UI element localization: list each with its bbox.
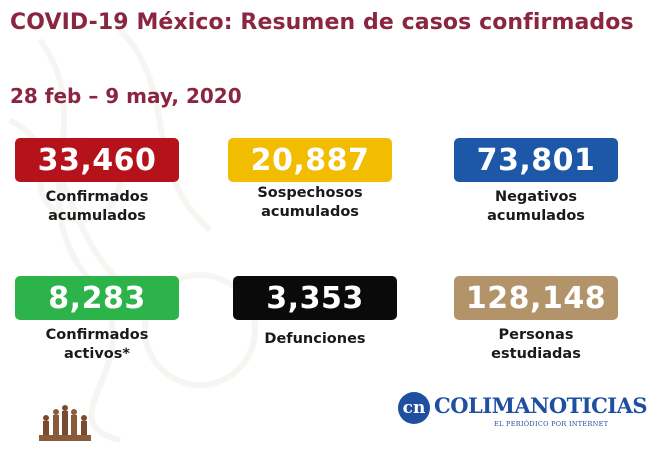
stat-label: Confirmados acumulados — [45, 189, 149, 224]
stat-label: Sospechosos acumulados — [257, 185, 363, 220]
stat-value: 20,887 — [250, 142, 370, 178]
colimanoticias-logo-icon: cn COLIMANOTICIAS EL PERIÓDICO POR INTER… — [398, 390, 648, 436]
stat-value-box: 8,283 — [15, 276, 179, 320]
stat-label: Personas estudiadas — [491, 327, 581, 362]
colimanoticias-tagline: EL PERIÓDICO POR INTERNET — [494, 420, 609, 428]
stat-value-box: 128,148 — [454, 276, 618, 320]
stat-card-confirmados-acumulados: 33,460 Confirmados acumulados — [15, 138, 179, 230]
date-range: 28 feb – 9 may, 2020 — [10, 84, 242, 108]
stat-value: 8,283 — [48, 280, 146, 316]
colimanoticias-monogram: cn — [398, 392, 430, 424]
stat-card-defunciones: 3,353 Defunciones — [233, 276, 397, 368]
stat-value: 3,353 — [266, 280, 364, 316]
colimanoticias-name: COLIMANOTICIAS — [434, 393, 648, 418]
stat-card-negativos-acumulados: 73,801 Negativos acumulados — [454, 138, 618, 230]
stat-value: 33,460 — [37, 142, 157, 178]
stat-card-sospechosos-acumulados: 20,887 Sospechosos acumulados — [228, 138, 392, 230]
stat-label: Defunciones — [264, 331, 366, 347]
stat-value-box: 3,353 — [233, 276, 397, 320]
stat-value-box: 73,801 — [454, 138, 618, 182]
stat-label: Confirmados activos* — [45, 327, 149, 362]
stat-value: 73,801 — [476, 142, 596, 178]
stat-card-confirmados-activos: 8,283 Confirmados activos* — [15, 276, 179, 368]
stat-value: 128,148 — [465, 280, 607, 316]
stat-value-box: 20,887 — [228, 138, 392, 182]
page-title: COVID-19 México: Resumen de casos confir… — [10, 10, 634, 35]
stat-value-box: 33,460 — [15, 138, 179, 182]
stat-label: Negativos acumulados — [487, 189, 585, 224]
stat-card-personas-estudiadas: 128,148 Personas estudiadas — [454, 276, 618, 368]
government-heritage-logo-icon — [39, 405, 91, 441]
